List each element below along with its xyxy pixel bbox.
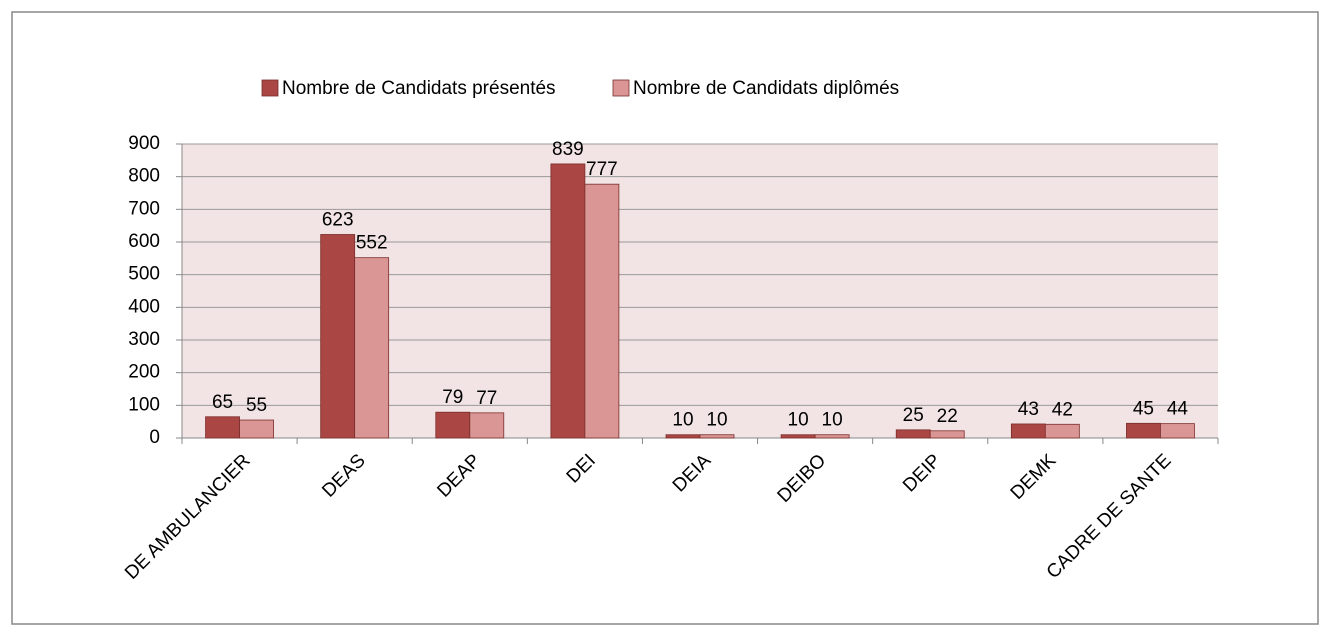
y-tick-label: 200 [128, 362, 160, 383]
y-tick-label: 900 [128, 133, 160, 154]
data-label: 10 [788, 410, 809, 431]
legend-swatch [261, 79, 279, 97]
bar [1160, 423, 1195, 439]
bar [239, 419, 274, 439]
y-tick-label: 800 [128, 166, 160, 187]
bar [780, 434, 816, 439]
y-tick-label: 0 [149, 427, 160, 448]
data-label: 25 [903, 405, 924, 426]
data-label: 79 [442, 387, 463, 408]
bar [584, 183, 620, 439]
y-tick-label: 100 [128, 394, 160, 415]
bar [895, 429, 931, 439]
data-label: 22 [937, 406, 958, 427]
bar [814, 434, 850, 439]
bar [1010, 423, 1046, 439]
data-label: 45 [1133, 398, 1154, 419]
data-label: 10 [822, 410, 843, 431]
data-label: 44 [1167, 399, 1189, 420]
data-label: 552 [356, 233, 388, 254]
y-tick-label: 300 [128, 329, 160, 350]
bar [1044, 423, 1080, 439]
bar [354, 257, 390, 439]
y-tick-label: 400 [128, 296, 160, 317]
bar [929, 430, 965, 439]
y-tick-label: 600 [128, 231, 160, 252]
y-tick-label: 700 [128, 198, 160, 219]
bar [205, 416, 240, 439]
bar [435, 411, 471, 439]
legend-label: Nombre de Candidats diplômés [633, 78, 899, 99]
bar [665, 434, 701, 439]
data-label: 839 [552, 139, 584, 160]
data-label: 42 [1052, 399, 1073, 420]
data-label: 777 [586, 159, 618, 180]
bar [469, 412, 505, 439]
legend-label: Nombre de Candidats présentés [282, 78, 556, 99]
data-label: 65 [212, 392, 233, 413]
data-label: 10 [672, 410, 693, 431]
bar [550, 163, 586, 439]
data-label: 623 [322, 210, 354, 231]
data-label: 77 [476, 388, 497, 409]
bar [699, 434, 735, 439]
y-tick-label: 500 [128, 264, 160, 285]
data-label: 10 [706, 410, 727, 431]
legend-swatch [612, 79, 630, 97]
data-label: 55 [246, 395, 267, 416]
bar [320, 234, 356, 439]
data-label: 43 [1018, 399, 1039, 420]
bar [1126, 422, 1161, 439]
